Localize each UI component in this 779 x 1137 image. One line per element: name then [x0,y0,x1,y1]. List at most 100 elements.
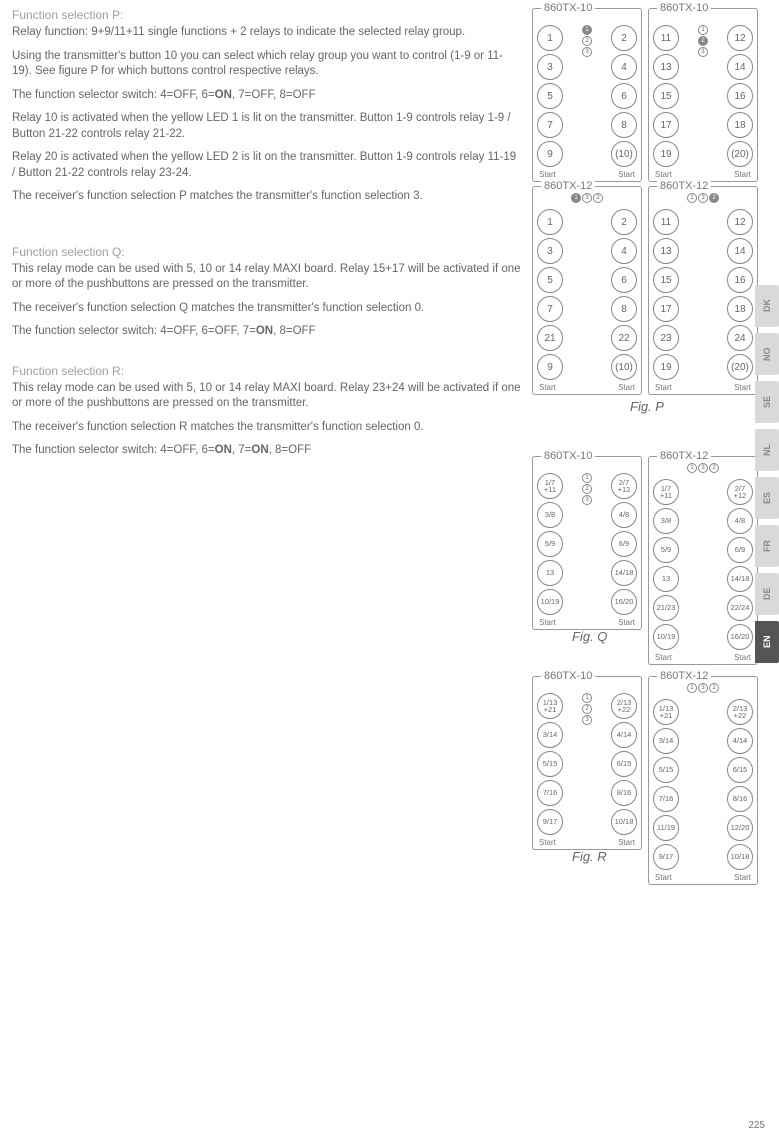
lang-tab-en[interactable]: EN [755,621,779,663]
device-title: 860TX-12 [657,670,711,682]
transmitter-button: 22 [611,325,637,351]
start-label: Start [655,383,672,392]
transmitter-diagram: 860TX-121321234567821229(10)StartStart [532,186,642,395]
device-title: 860TX-10 [541,670,595,682]
transmitter-button: 1/7+11 [537,473,563,499]
transmitter-diagram: 860TX-10123123456789(10)StartStart [532,8,642,182]
led-indicator: 2 [593,193,603,203]
lang-tab-no[interactable]: NO [755,333,779,375]
section-q-title: Function selection Q: [12,245,522,259]
transmitter-button: 15 [653,83,679,109]
transmitter-button: 5/15 [653,757,679,783]
section-p-para6: The receiver's function selection P matc… [12,189,522,205]
transmitter-button: 13 [537,560,563,586]
start-label: Start [539,618,556,627]
transmitter-button: (10) [611,354,637,380]
transmitter-button: 2/7+12 [611,473,637,499]
start-label: Start [734,170,751,179]
start-label: Start [618,170,635,179]
transmitter-button: 22/24 [727,595,753,621]
transmitter-button: 9/17 [653,844,679,870]
section-p-para1: Relay function: 9+9/11+11 single functio… [12,25,522,41]
lang-tab-de[interactable]: DE [755,573,779,615]
start-label: Start [618,838,635,847]
transmitter-button: (20) [727,141,753,167]
start-label: Start [539,838,556,847]
start-label: Start [618,383,635,392]
section-p-para5: Relay 20 is activated when the yellow LE… [12,150,522,181]
lang-tab-dk[interactable]: DK [755,285,779,327]
transmitter-button: 12 [727,209,753,235]
transmitter-button: 17 [653,296,679,322]
transmitter-button: 14 [727,238,753,264]
transmitter-button: 7 [537,296,563,322]
transmitter-button: 5/9 [653,537,679,563]
transmitter-button: 5/9 [537,531,563,557]
device-title: 860TX-10 [657,2,711,14]
start-label: Start [539,383,556,392]
transmitter-button: 4 [611,238,637,264]
section-r-para2: The receiver's function selection R matc… [12,420,522,436]
section-p-para3: The function selector switch: 4=OFF, 6=O… [12,88,522,104]
transmitter-button: 9/17 [537,809,563,835]
transmitter-button: (10) [611,141,637,167]
transmitter-diagram: 860TX-121321/13+212/13+223/144/145/156/1… [648,676,758,885]
transmitter-button: 8 [611,296,637,322]
transmitter-button: 1/13+21 [537,693,563,719]
transmitter-button: 7/16 [653,786,679,812]
transmitter-button: 2/13+22 [727,699,753,725]
transmitter-button: 4/8 [727,508,753,534]
device-title: 860TX-12 [657,180,711,192]
lang-tab-nl[interactable]: NL [755,429,779,471]
device-title: 860TX-12 [657,450,711,462]
transmitter-button: 3/14 [653,728,679,754]
transmitter-button: 21 [537,325,563,351]
transmitter-button: 16/20 [727,624,753,650]
transmitter-button: 10/18 [727,844,753,870]
led-indicator: 1 [571,193,581,203]
transmitter-button: 11 [653,209,679,235]
transmitter-button: 12/20 [727,815,753,841]
lang-tab-es[interactable]: ES [755,477,779,519]
led-indicator: 3 [698,193,708,203]
transmitter-button: 16 [727,83,753,109]
transmitter-button: 10/19 [537,589,563,615]
transmitter-button: 19 [653,354,679,380]
transmitter-button: 13 [653,238,679,264]
start-label: Start [539,170,556,179]
transmitter-button: 1/13+21 [653,699,679,725]
lang-tab-se[interactable]: SE [755,381,779,423]
led-indicator: 1 [687,193,697,203]
transmitter-button: 3/14 [537,722,563,748]
section-p-para2: Using the transmitter's button 10 you ca… [12,49,522,80]
transmitter-button: 5/15 [537,751,563,777]
fig-p-label: Fig. P [532,399,762,414]
start-label: Start [734,653,751,662]
led-indicator: 3 [582,193,592,203]
transmitter-button: 2/13+22 [611,693,637,719]
transmitter-button: 3 [537,54,563,80]
transmitter-button: 1 [537,25,563,51]
transmitter-button: 6/15 [611,751,637,777]
transmitter-button: 1 [537,209,563,235]
transmitter-button: 3 [537,238,563,264]
device-title: 860TX-10 [541,450,595,462]
language-tabs: DK NO SE NL ES FR DE EN [755,285,779,669]
diagram-column: 860TX-10123123456789(10)StartStart860TX-… [532,8,762,878]
transmitter-button: 4/14 [727,728,753,754]
transmitter-button: 9 [537,141,563,167]
text-column: Function selection P: Relay function: 9+… [12,8,532,878]
transmitter-button: 13 [653,566,679,592]
transmitter-button: 16/20 [611,589,637,615]
section-q-para1: This relay mode can be used with 5, 10 o… [12,262,522,293]
transmitter-button: 8/16 [611,780,637,806]
transmitter-button: (20) [727,354,753,380]
transmitter-button: 19 [653,141,679,167]
device-title: 860TX-10 [541,2,595,14]
transmitter-diagram: 860TX-10123111213141516171819(20)StartSt… [648,8,758,182]
section-q-para3: The function selector switch: 4=OFF, 6=O… [12,324,522,340]
start-label: Start [618,618,635,627]
transmitter-button: 4 [611,54,637,80]
transmitter-button: 23 [653,325,679,351]
lang-tab-fr[interactable]: FR [755,525,779,567]
